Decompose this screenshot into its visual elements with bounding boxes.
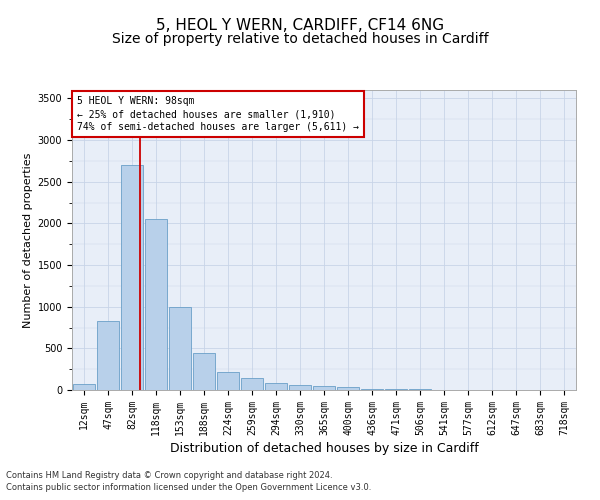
Bar: [97, 321, 119, 390]
Text: 5 HEOL Y WERN: 98sqm
← 25% of detached houses are smaller (1,910)
74% of semi-de: 5 HEOL Y WERN: 98sqm ← 25% of detached h…: [77, 96, 359, 132]
Bar: [361, 388, 383, 390]
Bar: [217, 372, 239, 390]
Bar: [121, 165, 143, 390]
Bar: [385, 389, 407, 390]
Bar: [145, 219, 167, 390]
Bar: [193, 352, 215, 390]
Text: Contains HM Land Registry data © Crown copyright and database right 2024.: Contains HM Land Registry data © Crown c…: [6, 471, 332, 480]
X-axis label: Distribution of detached houses by size in Cardiff: Distribution of detached houses by size …: [170, 442, 478, 455]
Bar: [169, 306, 191, 390]
Text: Size of property relative to detached houses in Cardiff: Size of property relative to detached ho…: [112, 32, 488, 46]
Y-axis label: Number of detached properties: Number of detached properties: [23, 152, 34, 328]
Bar: [241, 378, 263, 390]
Bar: [289, 385, 311, 390]
Text: 5, HEOL Y WERN, CARDIFF, CF14 6NG: 5, HEOL Y WERN, CARDIFF, CF14 6NG: [156, 18, 444, 32]
Bar: [265, 384, 287, 390]
Text: Contains public sector information licensed under the Open Government Licence v3: Contains public sector information licen…: [6, 484, 371, 492]
Bar: [337, 387, 359, 390]
Bar: [313, 386, 335, 390]
Bar: [73, 384, 95, 390]
